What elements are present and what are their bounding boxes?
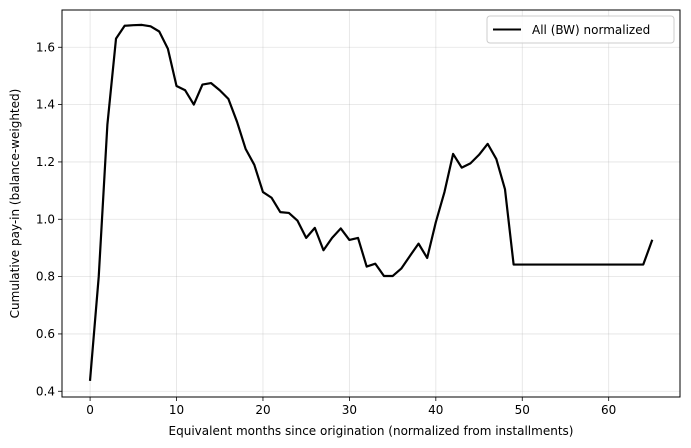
y-tick-label: 1.2 — [36, 155, 55, 169]
grid — [62, 10, 680, 397]
y-tick-label: 1.0 — [36, 212, 55, 226]
y-axis: 0.4 0.6 0.8 1.0 1.2 1.4 1.6 — [36, 40, 62, 398]
x-tick-label: 20 — [255, 403, 270, 417]
x-tick-label: 50 — [515, 403, 530, 417]
y-tick-label: 0.8 — [36, 270, 55, 284]
x-axis: 0 10 20 30 40 50 60 — [86, 397, 616, 417]
series-line — [88, 23, 654, 381]
y-tick-label: 1.4 — [36, 98, 55, 112]
y-tick-label: 1.6 — [36, 40, 55, 54]
y-tick-label: 0.4 — [36, 384, 55, 398]
x-tick-label: 10 — [169, 403, 184, 417]
x-tick-label: 0 — [86, 403, 94, 417]
x-tick-label: 60 — [601, 403, 616, 417]
x-tick-label: 40 — [428, 403, 443, 417]
x-tick-label: 30 — [342, 403, 357, 417]
y-tick-label: 0.6 — [36, 327, 55, 341]
legend-label: All (BW) normalized — [532, 23, 650, 37]
legend-box — [486, 15, 675, 44]
series-lines — [88, 23, 654, 381]
plot-frame — [61, 9, 681, 398]
legend: All (BW) normalized — [486, 15, 675, 44]
x-axis-label: Equivalent months since origination (nor… — [169, 424, 574, 438]
y-axis-label: Cumulative pay-in (balance-weighted) — [8, 89, 22, 319]
